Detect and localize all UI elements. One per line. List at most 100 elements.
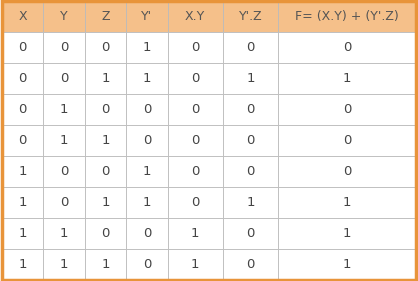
Text: 0: 0 (101, 227, 110, 240)
Bar (168, 125, 223, 156)
Text: 1: 1 (18, 227, 27, 240)
Bar (168, 249, 223, 280)
Bar (168, 156, 223, 187)
Text: 0: 0 (191, 196, 199, 209)
Text: 0: 0 (143, 227, 151, 240)
Text: 0: 0 (18, 72, 27, 85)
Bar (223, 187, 278, 218)
Bar (85, 125, 126, 156)
Bar (223, 156, 278, 187)
Text: Y': Y' (141, 10, 153, 23)
Text: 0: 0 (143, 134, 151, 147)
Text: 0: 0 (343, 165, 351, 178)
Text: 0: 0 (101, 41, 110, 54)
Text: 1: 1 (18, 165, 27, 178)
Text: 0: 0 (343, 103, 351, 116)
Text: 1: 1 (343, 227, 351, 240)
Bar (168, 63, 223, 94)
Bar (126, 187, 168, 218)
Bar (278, 32, 416, 63)
Bar (278, 187, 416, 218)
Bar (85, 156, 126, 187)
Bar (2, 32, 43, 63)
Bar (223, 94, 278, 125)
Text: 1: 1 (101, 258, 110, 271)
Bar (2, 1, 43, 32)
Bar (43, 1, 85, 32)
Text: 1: 1 (143, 165, 151, 178)
Bar (168, 1, 223, 32)
Bar (278, 218, 416, 249)
Text: Y'.Z: Y'.Z (239, 10, 262, 23)
Text: 0: 0 (143, 103, 151, 116)
Bar (85, 63, 126, 94)
Text: 1: 1 (60, 134, 69, 147)
Text: 1: 1 (60, 103, 69, 116)
Text: 1: 1 (343, 72, 351, 85)
Bar (2, 218, 43, 249)
Bar (223, 1, 278, 32)
Text: 0: 0 (60, 41, 69, 54)
Bar (223, 125, 278, 156)
Bar (126, 63, 168, 94)
Bar (168, 32, 223, 63)
Text: 0: 0 (246, 258, 255, 271)
Bar (2, 249, 43, 280)
Bar (223, 218, 278, 249)
Bar (168, 187, 223, 218)
Bar (85, 249, 126, 280)
Bar (223, 32, 278, 63)
Text: 0: 0 (343, 134, 351, 147)
Text: 0: 0 (143, 258, 151, 271)
Text: 0: 0 (101, 165, 110, 178)
Bar (126, 249, 168, 280)
Bar (126, 125, 168, 156)
Bar (85, 218, 126, 249)
Bar (126, 94, 168, 125)
Bar (278, 156, 416, 187)
Bar (168, 94, 223, 125)
Text: 0: 0 (191, 103, 199, 116)
Bar (85, 1, 126, 32)
Bar (2, 156, 43, 187)
Text: 0: 0 (18, 41, 27, 54)
Bar (43, 187, 85, 218)
Text: 1: 1 (343, 258, 351, 271)
Bar (278, 94, 416, 125)
Text: 0: 0 (246, 41, 255, 54)
Text: 1: 1 (191, 258, 199, 271)
Bar (223, 249, 278, 280)
Bar (126, 156, 168, 187)
Bar (2, 94, 43, 125)
Bar (168, 218, 223, 249)
Bar (126, 1, 168, 32)
Text: 1: 1 (246, 72, 255, 85)
Text: 1: 1 (18, 196, 27, 209)
Text: X: X (18, 10, 27, 23)
Bar (278, 1, 416, 32)
Bar (85, 32, 126, 63)
Text: 1: 1 (143, 72, 151, 85)
Text: 0: 0 (246, 227, 255, 240)
Text: 1: 1 (143, 196, 151, 209)
Text: 0: 0 (101, 103, 110, 116)
Bar (126, 218, 168, 249)
Bar (43, 249, 85, 280)
Text: 1: 1 (191, 227, 199, 240)
Text: 1: 1 (143, 41, 151, 54)
Text: 0: 0 (343, 41, 351, 54)
Bar (126, 32, 168, 63)
Text: 1: 1 (246, 196, 255, 209)
Bar (43, 32, 85, 63)
Bar (43, 63, 85, 94)
Text: 0: 0 (60, 196, 69, 209)
Text: 1: 1 (101, 134, 110, 147)
Bar (85, 187, 126, 218)
Text: 1: 1 (60, 258, 69, 271)
Text: 0: 0 (18, 134, 27, 147)
Text: 0: 0 (246, 103, 255, 116)
Text: 0: 0 (191, 165, 199, 178)
Bar (2, 63, 43, 94)
Bar (43, 94, 85, 125)
Text: 1: 1 (101, 196, 110, 209)
